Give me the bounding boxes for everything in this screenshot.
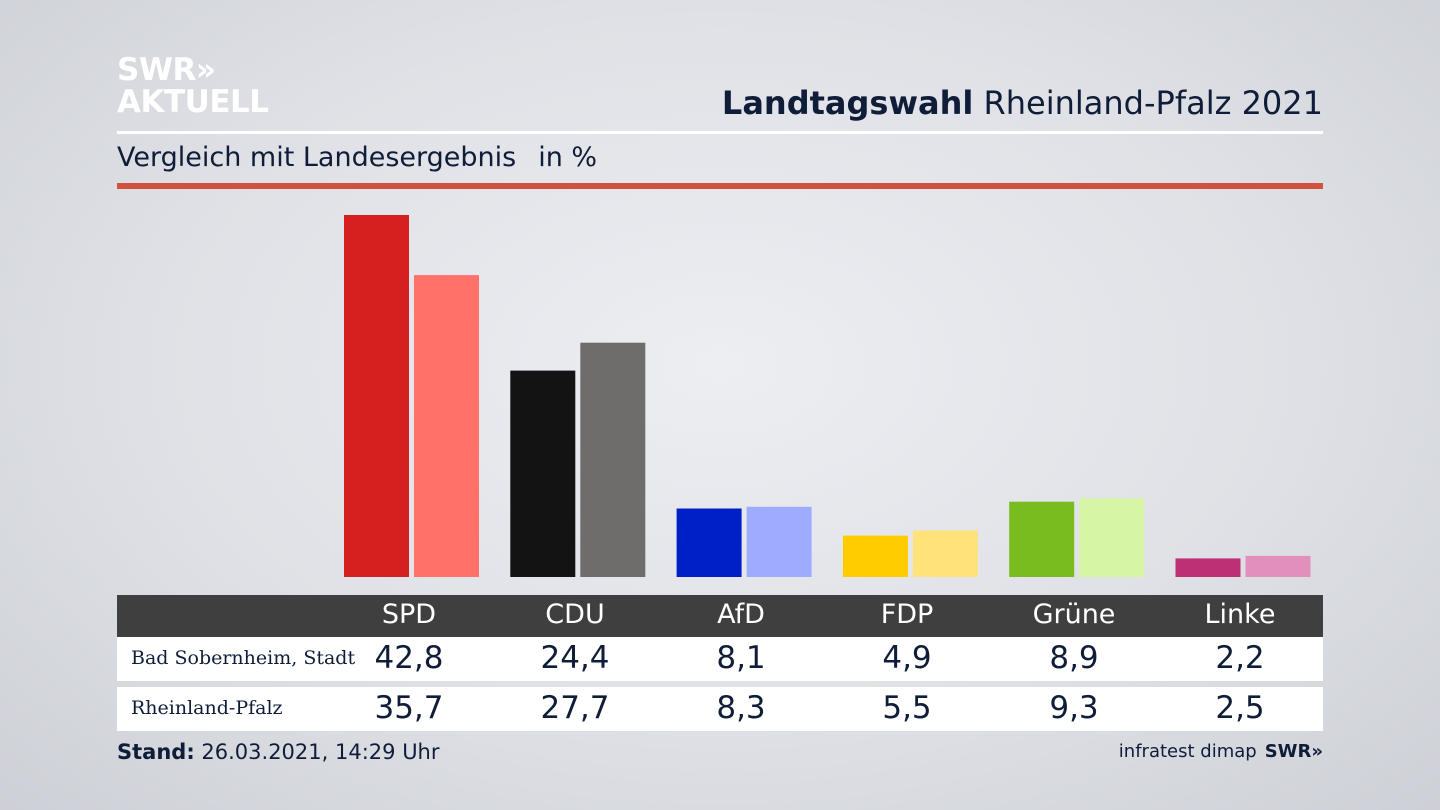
table-row: Bad Sobernheim, Stadt 42,8 24,4 8,1 4,9 … bbox=[117, 637, 1323, 681]
table-cell: 8,9 bbox=[1049, 640, 1099, 676]
bar-grüne-state bbox=[1079, 498, 1145, 577]
chart-subtitle: Vergleich mit Landesergebnis in % bbox=[117, 142, 597, 173]
stand-value: 26.03.2021, 14:29 Uhr bbox=[201, 740, 440, 764]
table-cell: 2,2 bbox=[1215, 640, 1265, 676]
bar-spd-state bbox=[414, 275, 479, 577]
bar-grüne-city bbox=[1009, 501, 1075, 577]
subtitle-unit: in % bbox=[538, 142, 598, 173]
logo-line-2: AKTUELL bbox=[117, 84, 269, 120]
row-label: Bad Sobernheim, Stadt bbox=[131, 647, 356, 669]
bar-cdu-city bbox=[510, 370, 576, 577]
table-cell: 4,9 bbox=[882, 640, 932, 676]
row-label: Rheinland-Pfalz bbox=[131, 697, 283, 719]
table-row: Rheinland-Pfalz 35,7 27,7 8,3 5,5 9,3 2,… bbox=[117, 687, 1323, 731]
bar-cdu-state bbox=[580, 342, 646, 577]
table-cell: 27,7 bbox=[540, 690, 610, 726]
logo-line-1: SWR» bbox=[117, 52, 216, 88]
page-title: Landtagswahl Rheinland-Pfalz 2021 bbox=[722, 84, 1323, 122]
swr-brand-logo: SWR» bbox=[1264, 741, 1323, 762]
table-cell: 35,7 bbox=[374, 690, 444, 726]
title-rest: Rheinland-Pfalz 2021 bbox=[983, 84, 1323, 122]
title-bold: Landtagswahl bbox=[721, 84, 974, 122]
bar-linke-state bbox=[1245, 555, 1311, 577]
table-cell: 24,4 bbox=[540, 640, 610, 676]
source-name: infratest dimap bbox=[1118, 741, 1257, 762]
header-divider bbox=[117, 131, 1323, 134]
bar-afd-city bbox=[676, 508, 742, 577]
table-cell: 9,3 bbox=[1049, 690, 1099, 726]
table-cell: 8,1 bbox=[716, 640, 766, 676]
results-table: SPD CDU AfD FDP Grüne Linke Bad Sobernhe… bbox=[117, 595, 1323, 731]
bar-spd-city bbox=[344, 215, 409, 577]
header-cell-linke: Linke bbox=[1204, 599, 1276, 630]
swr-aktuell-logo: SWR» AKTUELL bbox=[117, 54, 269, 118]
header-cell-afd: AfD bbox=[717, 599, 765, 630]
table-header-row: SPD CDU AfD FDP Grüne Linke bbox=[117, 595, 1323, 637]
bar-afd-state bbox=[746, 506, 812, 577]
bar-fdp-city bbox=[842, 535, 908, 577]
bar-chart bbox=[344, 215, 1311, 577]
table-cell: 8,3 bbox=[716, 690, 766, 726]
header-cell-gruene: Grüne bbox=[1032, 599, 1116, 630]
stand-label: Stand: bbox=[117, 740, 195, 764]
timestamp: Stand: 26.03.2021, 14:29 Uhr bbox=[117, 740, 440, 764]
subtitle-text: Vergleich mit Landesergebnis bbox=[117, 142, 517, 173]
header-cell-cdu: CDU bbox=[545, 599, 605, 630]
header-cell-fdp: FDP bbox=[880, 599, 934, 630]
source-credit: infratest dimap SWR» bbox=[1119, 741, 1323, 762]
table-cell: 2,5 bbox=[1215, 690, 1265, 726]
table-cell: 42,8 bbox=[374, 640, 444, 676]
table-cell: 5,5 bbox=[882, 690, 932, 726]
header-cell-spd: SPD bbox=[381, 599, 437, 630]
subtitle-divider bbox=[117, 183, 1323, 189]
bar-fdp-state bbox=[912, 530, 978, 577]
bar-linke-city bbox=[1175, 558, 1241, 577]
